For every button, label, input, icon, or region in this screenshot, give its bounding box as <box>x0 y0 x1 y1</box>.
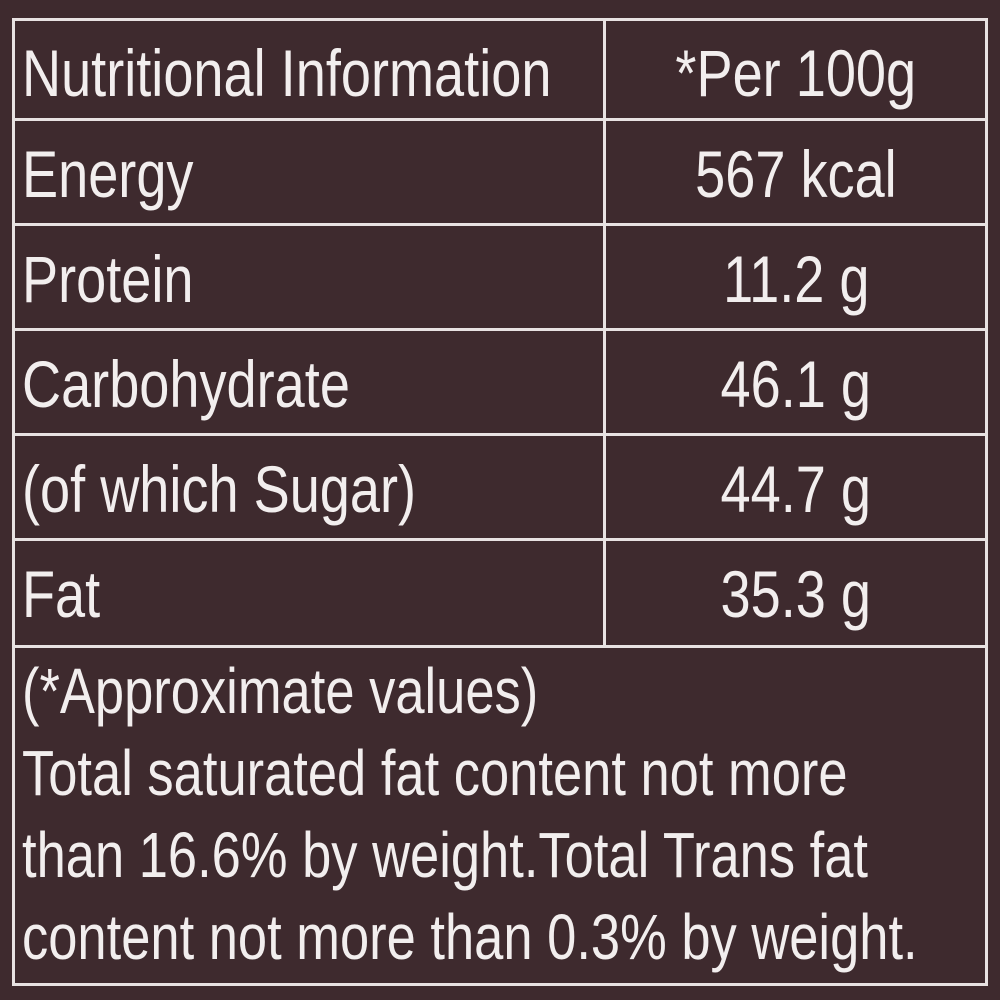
nutrient-value: 35.3 g <box>606 541 986 646</box>
nutrient-value: 44.7 g <box>606 436 986 541</box>
row-divider <box>12 118 988 121</box>
header-value: *Per 100g <box>606 20 986 125</box>
row-divider <box>12 645 988 648</box>
nutrient-name: Fat <box>22 541 597 646</box>
nutrient-name-text: Protein <box>22 241 194 316</box>
footnote-line: than 16.6% by weight.Total Trans fat <box>22 814 1000 896</box>
row-divider <box>12 223 988 226</box>
footnote-line-text: Total saturated fat content not more <box>22 737 848 809</box>
column-divider <box>603 18 606 648</box>
footnote-line-text: than 16.6% by weight.Total Trans fat <box>22 819 869 891</box>
header-value-text: *Per 100g <box>675 35 917 110</box>
footnote-line-text: (*Approximate values) <box>22 655 539 727</box>
nutrient-name-text: Fat <box>22 556 101 631</box>
nutrient-value-text: 11.2 g <box>722 241 870 316</box>
nutrient-name-text: Carbohydrate <box>22 346 350 421</box>
footnote-line: (*Approximate values) <box>22 650 652 732</box>
row-divider <box>12 328 988 331</box>
nutrient-value-text: 46.1 g <box>720 346 872 421</box>
nutrient-name: Energy <box>22 121 597 226</box>
table-border <box>12 18 988 986</box>
nutrient-value-text: 567 kcal <box>695 136 897 211</box>
nutrient-name: Protein <box>22 226 597 331</box>
row-divider <box>12 538 988 541</box>
nutrient-name-text: (of which Sugar) <box>22 451 417 526</box>
header-label-text: Nutritional Information <box>22 35 552 110</box>
nutrient-value-text: 35.3 g <box>720 556 872 631</box>
footnote-line: Total saturated fat content not more <box>22 732 1000 814</box>
footnote-line-text: content not more than 0.3% by weight. <box>22 901 918 973</box>
row-divider <box>12 433 988 436</box>
nutrient-value: 567 kcal <box>606 121 986 226</box>
header-label: Nutritional Information <box>22 20 597 125</box>
nutrient-value: 11.2 g <box>606 226 986 331</box>
footnote-line: content not more than 0.3% by weight. <box>22 896 1000 978</box>
nutrient-value: 46.1 g <box>606 331 986 436</box>
nutrient-name-text: Energy <box>22 136 194 211</box>
nutrient-name: (of which Sugar) <box>22 436 597 541</box>
nutrient-value-text: 44.7 g <box>720 451 872 526</box>
nutrient-name: Carbohydrate <box>22 331 597 436</box>
